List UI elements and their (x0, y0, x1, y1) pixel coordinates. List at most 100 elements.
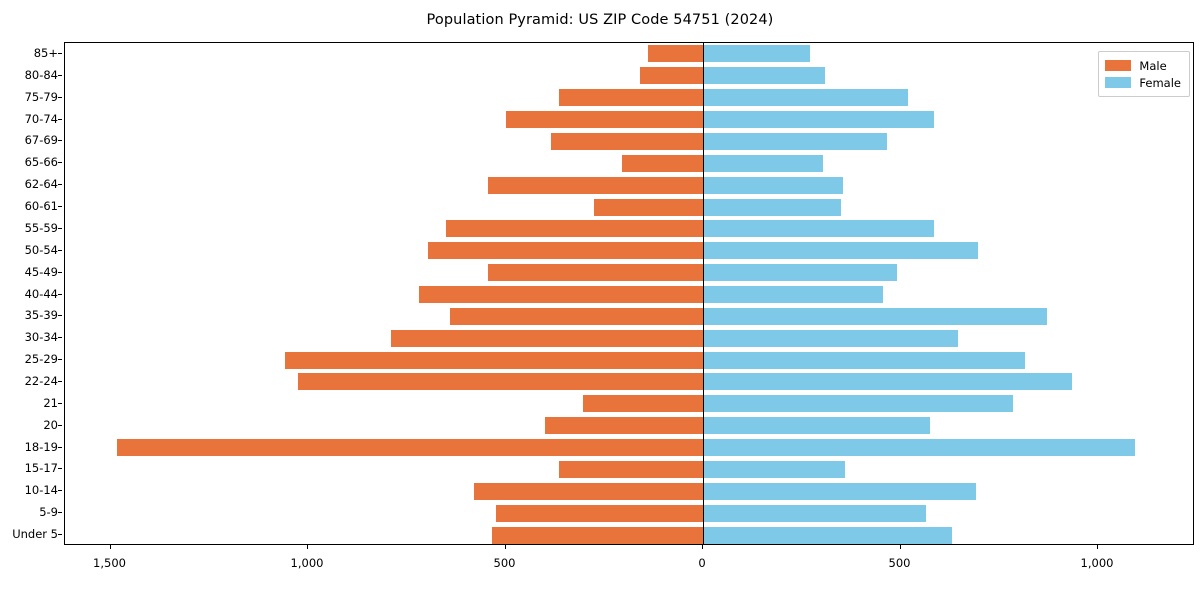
bar-male-30-34[interactable] (390, 329, 703, 347)
y-axis-tick-mark (58, 293, 62, 295)
bar-female-55-59[interactable] (703, 220, 935, 238)
bar-female-15-17[interactable] (703, 460, 846, 478)
bar-male-21[interactable] (582, 395, 703, 413)
chart-title: Population Pyramid: US ZIP Code 54751 (2… (426, 12, 774, 28)
y-axis-tick-label: 22-24 (24, 373, 58, 388)
bar-female-20[interactable] (703, 417, 931, 435)
bar-male-10-14[interactable] (473, 482, 703, 500)
legend-swatch-female (1105, 77, 1132, 88)
pyramid-row-75-79 (65, 89, 1193, 107)
bar-female-70-74[interactable] (703, 111, 935, 129)
pyramid-row-20 (65, 417, 1193, 435)
bar-female-5-9[interactable] (703, 504, 927, 522)
bar-male-18-19[interactable] (117, 439, 703, 457)
bar-female-50-54[interactable] (703, 242, 978, 260)
bar-male-25-29[interactable] (285, 351, 703, 369)
bar-male-35-39[interactable] (450, 307, 703, 325)
pyramid-row-5-9 (65, 504, 1193, 522)
bar-male-65-66[interactable] (622, 154, 703, 172)
x-axis-tick-label: 1,500 (93, 556, 126, 570)
bar-male-85-[interactable] (647, 45, 703, 63)
bar-male-22-24[interactable] (298, 373, 703, 391)
bar-male-20[interactable] (545, 417, 703, 435)
pyramid-row-50-54 (65, 242, 1193, 260)
x-axis-tick-mark (1097, 545, 1098, 549)
bar-male-50-54[interactable] (428, 242, 703, 260)
x-axis-tick-mark (504, 545, 506, 549)
bar-female-60-61[interactable] (703, 198, 842, 216)
bar-male-67-69[interactable] (550, 132, 703, 150)
y-axis-tick-mark (58, 74, 62, 76)
bar-female-85-[interactable] (703, 45, 810, 63)
bar-female-35-39[interactable] (703, 307, 1047, 325)
legend-item-female[interactable]: Female (1105, 74, 1181, 91)
bar-female-21[interactable] (703, 395, 1014, 413)
y-axis-tick-mark (58, 468, 62, 470)
bar-female-45-49[interactable] (703, 264, 897, 282)
bar-female-10-14[interactable] (703, 482, 976, 500)
bar-female-67-69[interactable] (703, 132, 887, 150)
y-axis-tick-mark (58, 206, 62, 208)
bar-female-40-44[interactable] (703, 286, 883, 303)
pyramid-row-15-17 (65, 460, 1193, 478)
bar-male-under-5[interactable] (491, 526, 703, 544)
bar-female-65-66[interactable] (703, 154, 824, 172)
pyramid-row-under-5 (65, 526, 1193, 544)
y-axis-tick-label: 30-34 (24, 330, 58, 345)
y-axis-tick-mark (58, 118, 62, 120)
legend-label-male: Male (1139, 58, 1167, 73)
bar-female-75-79[interactable] (703, 89, 909, 107)
pyramid-row-67-69 (65, 132, 1193, 150)
bar-male-80-84[interactable] (639, 67, 703, 85)
pyramid-row-22-24 (65, 373, 1193, 391)
bar-male-45-49[interactable] (487, 264, 703, 282)
bar-male-60-61[interactable] (594, 198, 703, 216)
x-axis-tick-label: 500 (888, 556, 911, 570)
bar-male-15-17[interactable] (558, 460, 703, 478)
y-axis-tick-label: 50-54 (24, 242, 58, 257)
y-axis-tick-label: 85+ (33, 45, 58, 60)
x-axis-labels: 1,500 1,000 500 0 500 1,000 (0, 545, 1200, 585)
bar-male-62-64[interactable] (487, 176, 703, 194)
bar-female-22-24[interactable] (703, 373, 1073, 391)
bar-female-80-84[interactable] (703, 67, 826, 85)
bars-layer (65, 43, 1193, 544)
bar-male-75-79[interactable] (558, 89, 703, 107)
bar-female-62-64[interactable] (703, 176, 844, 194)
y-axis-tick-label: 62-64 (24, 177, 58, 192)
bar-female-18-19[interactable] (703, 439, 1136, 457)
y-axis-tick-label: 70-74 (24, 111, 58, 126)
bar-male-40-44[interactable] (418, 286, 703, 303)
y-axis-tick-mark (58, 402, 62, 404)
legend-label-female: Female (1139, 75, 1181, 90)
y-axis-tick-mark (58, 162, 62, 164)
x-axis-tick-mark (109, 545, 111, 549)
y-axis-tick-label: 21 (43, 395, 58, 410)
pyramid-row-25-29 (65, 351, 1193, 369)
y-axis-tick-label: 20 (43, 417, 58, 432)
pyramid-row-40-44 (65, 286, 1193, 303)
pyramid-row-80-84 (65, 67, 1193, 85)
pyramid-row-10-14 (65, 482, 1193, 500)
y-axis-tick-label: 18-19 (24, 439, 58, 454)
pyramid-row-21 (65, 395, 1193, 413)
y-axis-tick-label: 25-29 (24, 352, 58, 367)
bar-male-5-9[interactable] (495, 504, 703, 522)
y-axis-tick-label: 67-69 (24, 133, 58, 148)
chart-legend: Male Female (1098, 51, 1190, 97)
bar-female-under-5[interactable] (703, 526, 952, 544)
legend-item-male[interactable]: Male (1105, 57, 1181, 74)
bar-male-55-59[interactable] (446, 220, 703, 238)
y-axis-tick-label: 10-14 (24, 483, 58, 498)
bar-female-25-29[interactable] (703, 351, 1025, 369)
y-axis-tick-mark (58, 490, 62, 492)
bar-male-70-74[interactable] (505, 111, 703, 129)
y-axis-tick-mark (58, 140, 62, 142)
y-axis-tick-label: 35-39 (24, 308, 58, 323)
y-axis-tick-mark (58, 52, 62, 54)
bar-female-30-34[interactable] (703, 329, 958, 347)
pyramid-row-62-64 (65, 176, 1193, 194)
y-axis-labels: 85+ 80-84 75-79 70-74 67-69 65-66 62-64 60-61 55… (0, 42, 62, 545)
y-axis-tick-label: 65-66 (24, 155, 58, 170)
